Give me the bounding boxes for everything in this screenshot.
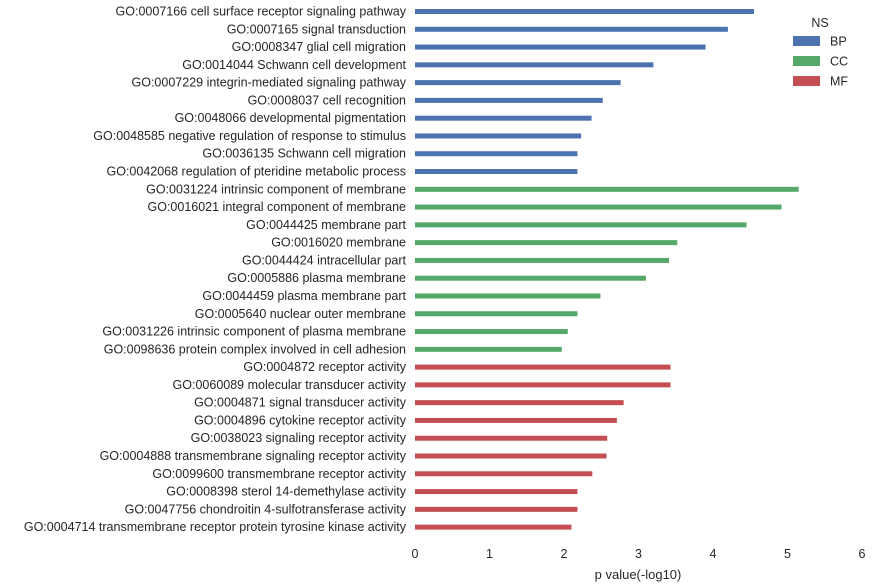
bar — [415, 489, 578, 495]
legend-label: MF — [830, 75, 848, 89]
bar — [415, 26, 728, 32]
x-tick-label: 3 — [635, 547, 642, 561]
category-label: GO:0004871 signal transducer activity — [194, 396, 407, 410]
legend-label: BP — [830, 35, 847, 49]
legend-swatch — [793, 56, 820, 66]
bar — [415, 97, 603, 103]
bar — [415, 471, 593, 477]
category-label: GO:0008398 sterol 14-demethylase activit… — [166, 485, 406, 499]
category-label: GO:0048066 developmental pigmentation — [175, 111, 406, 125]
bar — [415, 133, 582, 139]
category-label: GO:0060089 molecular transducer activity — [173, 378, 407, 392]
category-label: GO:0044425 membrane part — [246, 218, 406, 232]
legend-swatch — [793, 36, 820, 46]
bars-group — [415, 9, 799, 530]
category-label: GO:0007166 cell surface receptor signali… — [116, 5, 407, 19]
category-label: GO:0036135 Schwann cell migration — [202, 147, 406, 161]
bar — [415, 346, 562, 352]
x-tick-label: 6 — [859, 547, 866, 561]
x-tick-label: 1 — [486, 547, 493, 561]
category-label: GO:0005886 plasma membrane — [227, 271, 406, 285]
bar — [415, 169, 578, 175]
bar — [415, 44, 706, 50]
bar — [415, 293, 601, 299]
bar — [415, 400, 624, 406]
bar — [415, 151, 578, 157]
category-label: GO:0038023 signaling receptor activity — [191, 431, 407, 445]
bar — [415, 382, 671, 388]
category-label: GO:0048585 negative regulation of respon… — [93, 129, 406, 143]
bar — [415, 364, 671, 370]
category-label: GO:0004896 cytokine receptor activity — [194, 413, 407, 427]
bar — [415, 257, 670, 263]
category-label: GO:0005640 nuclear outer membrane — [195, 307, 406, 321]
bar — [415, 453, 607, 459]
category-label: GO:0047756 chondroitin 4-sulfotransferas… — [125, 502, 407, 516]
x-axis-ticks: 0 1 2 3 4 5 6 — [412, 547, 866, 561]
x-tick-label: 2 — [561, 547, 568, 561]
category-label: GO:0042068 regulation of pteridine metab… — [107, 165, 407, 179]
category-label: GO:0016020 membrane — [271, 236, 406, 250]
category-label: GO:0008347 glial cell migration — [232, 40, 406, 54]
category-label: GO:0031224 intrinsic component of membra… — [146, 182, 406, 196]
category-label: GO:0044459 plasma membrane part — [202, 289, 406, 303]
category-label: GO:0014044 Schwann cell development — [182, 58, 406, 72]
bar — [415, 417, 617, 423]
bar — [415, 275, 646, 281]
x-tick-label: 5 — [784, 547, 791, 561]
bar — [415, 62, 654, 68]
bar — [415, 311, 578, 317]
category-label: GO:0007165 signal transduction — [227, 22, 406, 36]
bar — [415, 435, 608, 441]
category-label: GO:0007229 integrin-mediated signaling p… — [132, 76, 407, 90]
category-label: GO:0004888 transmembrane signaling recep… — [100, 449, 407, 463]
x-tick-label: 0 — [412, 547, 419, 561]
bar — [415, 524, 572, 530]
category-labels: GO:0007166 cell surface receptor signali… — [24, 5, 407, 535]
bar — [415, 9, 754, 14]
legend: NS BP CC MF — [793, 16, 848, 89]
category-label: GO:0016021 integral component of membran… — [148, 200, 407, 214]
x-tick-label: 4 — [710, 547, 717, 561]
bar — [415, 80, 621, 86]
category-label: GO:0004872 receptor activity — [243, 360, 406, 374]
legend-swatch — [793, 76, 820, 86]
x-axis-title: p value(-log10) — [595, 567, 682, 582]
bar — [415, 115, 592, 121]
category-label: GO:0004714 transmembrane receptor protei… — [24, 520, 407, 534]
bar — [415, 186, 799, 192]
legend-label: CC — [830, 55, 848, 69]
category-label: GO:0044424 intracellular part — [242, 253, 407, 267]
bar — [415, 222, 747, 228]
legend-title: NS — [811, 16, 828, 30]
bar — [415, 240, 678, 246]
bar — [415, 204, 782, 210]
category-label: GO:0031226 intrinsic component of plasma… — [102, 325, 406, 339]
category-label: GO:0008037 cell recognition — [248, 93, 406, 107]
bar — [415, 506, 578, 512]
bar — [415, 329, 568, 335]
category-label: GO:0098636 protein complex involved in c… — [104, 342, 406, 356]
category-label: GO:0099600 transmembrane receptor activi… — [152, 467, 406, 481]
